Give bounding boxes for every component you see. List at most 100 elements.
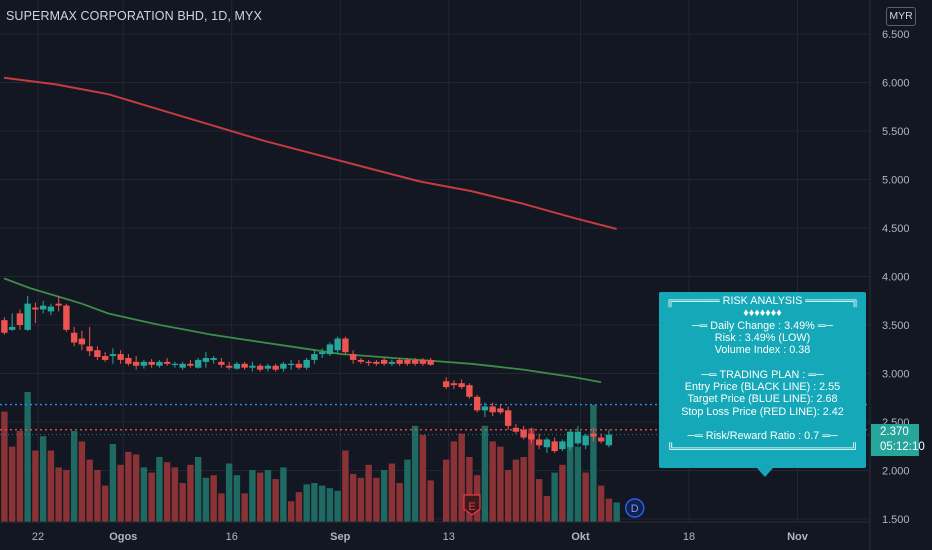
volume-bar xyxy=(210,475,217,522)
candle-body xyxy=(590,433,597,437)
candle-body xyxy=(450,383,458,386)
candle-body xyxy=(559,441,566,450)
candle-body xyxy=(357,359,365,362)
candle xyxy=(582,433,589,450)
x-tick-label: 16 xyxy=(226,531,238,543)
y-tick-label: 3.000 xyxy=(882,369,910,381)
volume-bar xyxy=(427,480,434,522)
y-tick-label: 3.500 xyxy=(882,320,910,332)
candle xyxy=(272,363,279,372)
candle-body xyxy=(535,439,543,446)
volume-bar xyxy=(16,431,24,522)
candle-body xyxy=(140,361,148,366)
volume-bar xyxy=(125,451,132,522)
candle-body xyxy=(543,439,551,448)
candle-body xyxy=(373,361,380,364)
candle xyxy=(218,357,225,368)
risk-box-line: ─═ Daily Change : 3.49% ═─ xyxy=(691,319,834,332)
candle xyxy=(481,402,489,418)
candle xyxy=(280,361,287,372)
volume-bar xyxy=(256,472,264,522)
volume-bar xyxy=(194,457,202,522)
candle-body xyxy=(132,361,140,366)
candle xyxy=(427,357,434,366)
candle-body xyxy=(148,361,155,365)
volume-bar xyxy=(179,483,186,522)
candle xyxy=(497,404,504,415)
candle-body xyxy=(566,431,574,448)
candle xyxy=(194,357,202,369)
candle-body xyxy=(504,410,512,426)
candle xyxy=(264,363,272,372)
volume-bar xyxy=(559,464,566,522)
risk-box-line: ╔══════ RISK ANALYSIS ══════╗ xyxy=(666,295,859,307)
candle-body xyxy=(442,381,450,388)
volume-bar xyxy=(342,450,349,522)
candle xyxy=(450,380,458,390)
volume-bar xyxy=(272,479,279,522)
candle xyxy=(559,439,566,452)
candle xyxy=(163,357,171,366)
volume-bar xyxy=(582,472,589,522)
volume-bar xyxy=(218,493,225,522)
axes: 1.5002.0002.5003.0003.5004.0004.5005.000… xyxy=(0,0,910,550)
volume-bar xyxy=(388,463,396,522)
volume-bar xyxy=(411,425,419,522)
candle xyxy=(101,352,109,362)
candles xyxy=(1,295,613,454)
candle xyxy=(442,377,450,390)
volume-bar xyxy=(504,470,512,522)
moving-averages xyxy=(3,76,617,384)
dividend-marker[interactable] xyxy=(625,498,645,518)
candle-body xyxy=(280,363,287,369)
candle-body xyxy=(101,356,109,360)
currency-button[interactable]: MYR xyxy=(886,7,916,26)
y-tick-label: 6.000 xyxy=(882,78,910,90)
candle-body xyxy=(388,361,396,364)
volume-bar xyxy=(458,433,465,522)
candle xyxy=(225,361,233,370)
candle-body xyxy=(597,437,605,442)
candle-body xyxy=(70,332,78,343)
y-tick-label: 5.000 xyxy=(882,175,910,187)
volume-bar xyxy=(574,446,582,522)
candle xyxy=(574,425,582,446)
candle-body xyxy=(365,361,372,364)
candle-body xyxy=(497,408,504,413)
candle-body xyxy=(311,354,318,360)
y-tick-label: 4.000 xyxy=(882,272,910,284)
candle xyxy=(473,394,481,413)
earnings-marker[interactable] xyxy=(463,494,481,516)
candle-body xyxy=(574,431,582,444)
x-tick-label: Ogos xyxy=(109,531,137,543)
candle xyxy=(256,363,264,372)
volume-bar xyxy=(535,479,543,522)
candle xyxy=(78,330,86,351)
volume-bar xyxy=(334,490,341,522)
candle-body xyxy=(404,359,411,364)
candle-body xyxy=(241,363,248,368)
candle xyxy=(520,425,527,440)
candle-body xyxy=(349,354,357,360)
candle-body xyxy=(287,363,295,365)
candle xyxy=(373,359,380,366)
candle-body xyxy=(194,359,202,368)
candle xyxy=(148,358,155,368)
candle xyxy=(249,361,256,372)
candle xyxy=(210,356,217,364)
volume-bar xyxy=(597,485,605,522)
candle xyxy=(32,302,39,324)
volume-bar xyxy=(419,434,427,522)
y-tick-label: 5.500 xyxy=(882,126,910,138)
candle-body xyxy=(512,427,520,432)
candle-body xyxy=(427,359,434,365)
candle-body xyxy=(264,365,272,369)
candle xyxy=(590,427,597,442)
moving-average-red xyxy=(3,76,617,230)
candle xyxy=(380,357,388,366)
volume-bar xyxy=(225,463,233,522)
candle-body xyxy=(202,357,210,362)
volume-bar xyxy=(528,428,535,522)
